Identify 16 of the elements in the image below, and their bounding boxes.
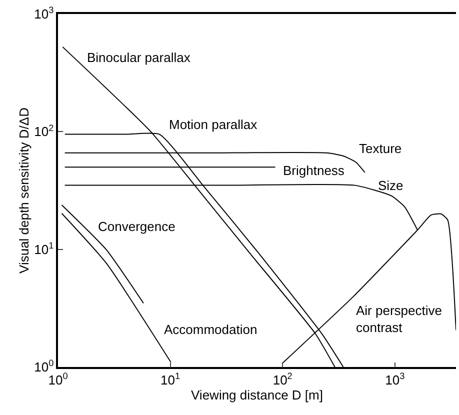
- y-axis-title: Visual depth sensitivity D/ΔD: [16, 108, 32, 274]
- series-label: Size: [378, 178, 404, 193]
- series-label: Air perspective contrast: [356, 303, 442, 335]
- series-label: Convergence: [98, 219, 176, 234]
- y-tick-label: 10$^{3}$: [34, 5, 54, 22]
- x-tick-label: 10$^{2}$: [272, 370, 292, 388]
- y-tick-label: 10$^{1}$: [34, 240, 54, 257]
- y-tick-label: 10$^{2}$: [34, 122, 54, 140]
- series-label: Accommodation: [164, 322, 258, 337]
- x-tick-label: 10$^{1}$: [160, 370, 180, 388]
- series-label: Binocular parallax: [87, 50, 191, 65]
- series-label: Brightness: [283, 163, 345, 178]
- x-axis-title: Viewing distance D [m]: [191, 387, 323, 402]
- series-label: Texture: [359, 141, 402, 156]
- series-label: Motion parallax: [169, 117, 258, 132]
- x-tick-label: 10$^{3}$: [385, 370, 405, 388]
